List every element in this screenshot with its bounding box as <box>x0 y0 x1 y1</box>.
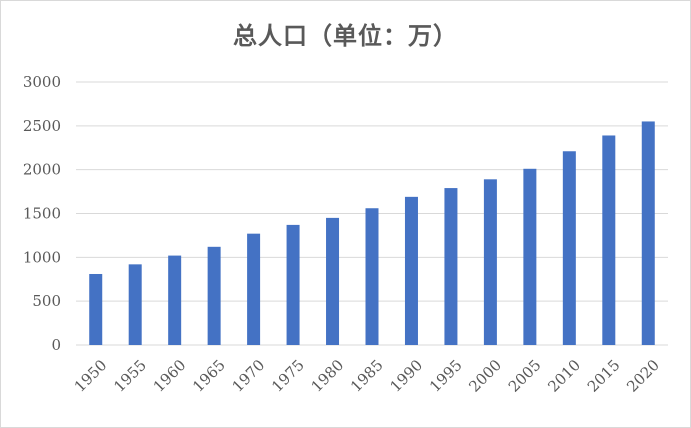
x-tick-label: 1960 <box>150 356 190 396</box>
bar-1980 <box>326 217 340 345</box>
y-tick-label: 500 <box>32 292 61 310</box>
bar-2000 <box>483 179 497 345</box>
chart-title: 总人口（单位：万） <box>233 21 458 50</box>
bar-2015 <box>602 135 616 345</box>
bars <box>89 121 655 345</box>
y-tick-label: 1500 <box>23 205 61 223</box>
bar-2010 <box>562 151 576 345</box>
bar-1965 <box>207 246 221 345</box>
y-axis-ticks: 0 500 1000 1500 2000 2500 3000 <box>23 73 61 354</box>
bar-1995 <box>444 188 458 345</box>
bar-1955 <box>128 264 142 345</box>
x-tick-label: 1950 <box>71 356 111 396</box>
x-tick-label: 1980 <box>308 356 348 396</box>
x-tick-label: 1965 <box>189 356 229 396</box>
x-tick-label: 2020 <box>623 356 663 396</box>
bar-2020 <box>641 121 655 345</box>
x-tick-label: 1995 <box>426 356 466 396</box>
x-tick-label: 2000 <box>465 356 505 396</box>
x-tick-label: 2015 <box>584 356 624 396</box>
y-tick-label: 1000 <box>23 248 61 266</box>
bar-2005 <box>523 168 537 345</box>
y-tick-label: 2500 <box>23 117 61 135</box>
bar-1990 <box>404 196 418 345</box>
y-tick-label: 2000 <box>23 161 61 179</box>
y-tick-label: 3000 <box>23 73 61 91</box>
bar-1960 <box>168 255 182 345</box>
x-axis-ticks: 1950 1955 1960 1965 1970 1975 1980 1985 1990 1995… <box>71 356 663 396</box>
bar-1970 <box>247 233 261 345</box>
bar-1975 <box>286 224 300 345</box>
x-tick-label: 1955 <box>110 356 150 396</box>
x-tick-label: 1970 <box>229 356 269 396</box>
y-tick-label: 0 <box>51 336 61 354</box>
x-tick-label: 2005 <box>505 356 545 396</box>
x-tick-label: 1975 <box>268 356 308 396</box>
bar-1950 <box>89 273 103 345</box>
x-tick-label: 2010 <box>544 356 584 396</box>
x-tick-label: 1990 <box>386 356 426 396</box>
x-tick-label: 1985 <box>347 356 387 396</box>
bar-1985 <box>365 208 379 345</box>
